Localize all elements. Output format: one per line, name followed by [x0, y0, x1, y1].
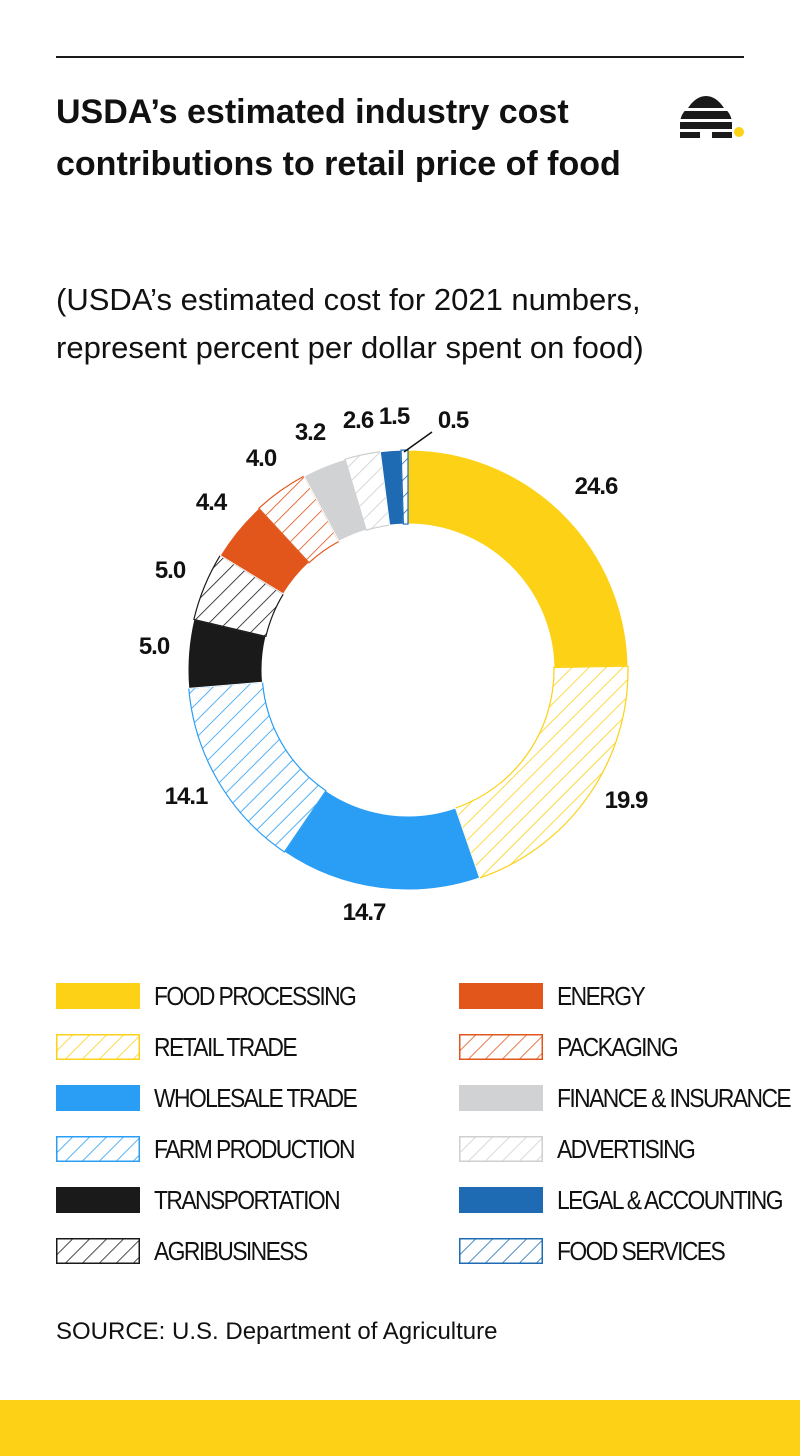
- legend-item-legal-accounting: LEGAL & ACCOUNTING: [459, 1184, 800, 1215]
- legend-swatch: [56, 1136, 140, 1162]
- value-label-packaging: 4.0: [246, 445, 277, 472]
- value-label-food-services: 0.5: [438, 407, 469, 434]
- value-label-wholesale-trade: 14.7: [343, 899, 386, 926]
- legend-item-transportation: TRANSPORTATION: [56, 1184, 364, 1215]
- legend-item-energy: ENERGY: [459, 980, 656, 1011]
- legend-swatch: [459, 1187, 543, 1213]
- legend-label: FINANCE & INSURANCE: [557, 1082, 792, 1113]
- legend-item-farm-production: FARM PRODUCTION: [56, 1133, 381, 1164]
- legend-swatch: [459, 983, 543, 1009]
- legend-item-advertising: ADVERTISING: [459, 1133, 713, 1164]
- slice-food-processing: [407, 449, 629, 668]
- chart-legend: FOOD PROCESSING RETAIL TRADE WHOLESALE TRA…: [56, 980, 792, 1282]
- chart-title: USDA’s estimated industry cost contribut…: [56, 93, 621, 183]
- legend-label: FOOD PROCESSING: [154, 980, 357, 1011]
- value-label-advertising: 2.6: [343, 407, 374, 434]
- legend-item-packaging: PACKAGING: [459, 1031, 693, 1062]
- legend-swatch: [459, 1136, 543, 1162]
- legend-item-food-processing: FOOD PROCESSING: [56, 980, 383, 1011]
- legend-swatch: [459, 1085, 543, 1111]
- legend-label: RETAIL TRADE: [154, 1031, 298, 1062]
- legend-label: LEGAL & ACCOUNTING: [557, 1184, 784, 1215]
- legend-swatch: [56, 1238, 140, 1264]
- legend-item-retail-trade: RETAIL TRADE: [56, 1031, 315, 1062]
- value-label-retail-trade: 19.9: [605, 787, 648, 814]
- legend-swatch: [459, 1034, 543, 1060]
- legend-label: FARM PRODUCTION: [154, 1133, 356, 1164]
- legend-item-food-services: FOOD SERVICES: [459, 1235, 747, 1266]
- legend-label: ENERGY: [557, 980, 646, 1011]
- value-label-finance-insurance: 3.2: [295, 419, 326, 446]
- legend-item-finance-insurance: FINANCE & INSURANCE: [459, 1082, 800, 1113]
- value-label-food-processing: 24.6: [575, 473, 618, 500]
- legend-swatch: [56, 1085, 140, 1111]
- legend-label: WHOLESALE TRADE: [154, 1082, 358, 1113]
- value-label-energy: 4.4: [196, 489, 228, 516]
- leader-line: [403, 431, 433, 453]
- value-label-legal-accounting: 1.5: [379, 403, 410, 430]
- value-label-agribusiness: 5.0: [155, 557, 186, 584]
- legend-swatch: [459, 1238, 543, 1264]
- legend-label: AGRIBUSINESS: [154, 1235, 308, 1266]
- legend-label: PACKAGING: [557, 1031, 679, 1062]
- legend-swatch: [56, 1187, 140, 1213]
- legend-label: TRANSPORTATION: [154, 1184, 341, 1215]
- legend-label: ADVERTISING: [557, 1133, 696, 1164]
- legend-label: FOOD SERVICES: [557, 1235, 726, 1266]
- chart-subtitle: (USDA’s estimated cost for 2021 numbers,…: [56, 282, 644, 365]
- footer-bar: [0, 1400, 800, 1456]
- beehive-icon: [676, 94, 748, 142]
- value-label-farm-production: 14.1: [165, 783, 208, 810]
- value-label-transportation: 5.0: [139, 633, 170, 660]
- donut-chart: 24.6 19.9 14.7 14.1 5.0 5.0 4.4 4.0 3.2 2.6 1.5 0.5: [139, 403, 649, 926]
- legend-swatch: [56, 1034, 140, 1060]
- source-note: SOURCE: U.S. Department of Agriculture: [56, 1318, 498, 1345]
- legend-swatch: [56, 983, 140, 1009]
- legend-item-agribusiness: AGRIBUSINESS: [56, 1235, 327, 1266]
- top-rule: [56, 56, 744, 58]
- slice-food-services: [400, 449, 409, 525]
- slice-retail-trade: [454, 665, 629, 879]
- legend-item-wholesale-trade: WHOLESALE TRADE: [56, 1082, 384, 1113]
